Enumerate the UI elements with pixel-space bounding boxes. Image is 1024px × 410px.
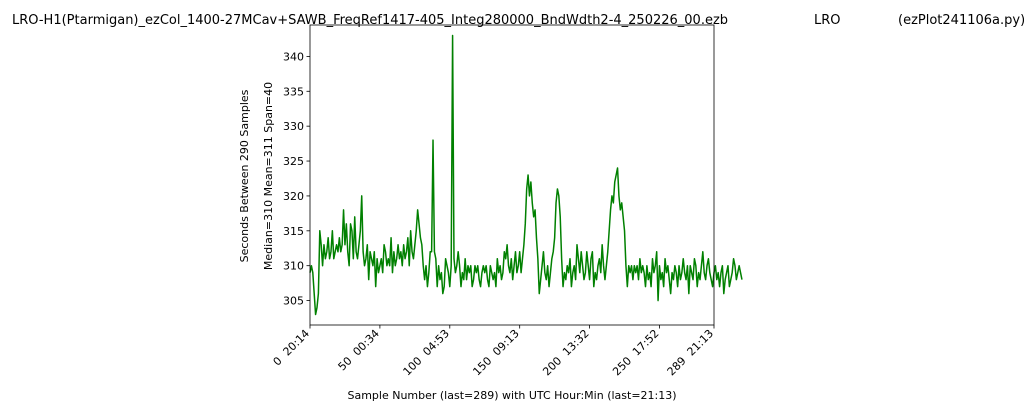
x-tick-label: 250 17:52 bbox=[610, 327, 661, 378]
plot-area: 305 310 315 320 325 330 335 340 0 20:14 50 00:34 1… bbox=[271, 24, 743, 378]
y-tick-label: 340 bbox=[283, 50, 304, 63]
x-tick-label: 289 21:13 bbox=[665, 327, 716, 378]
x-tick-label: 200 13:32 bbox=[540, 327, 591, 378]
x-tick-label: 50 00:34 bbox=[336, 327, 382, 373]
y-tick-label: 305 bbox=[283, 295, 304, 308]
header-site: LRO bbox=[814, 13, 841, 28]
x-tick-label: 100 04:53 bbox=[401, 327, 452, 378]
header-program: (ezPlot241106a.py) bbox=[898, 13, 1024, 28]
series-line bbox=[309, 34, 743, 316]
y-axis-label-line2: Median=310 Mean=311 Span=40 bbox=[262, 82, 275, 270]
y-tick-label: 335 bbox=[283, 85, 304, 98]
y-axis-label-line1: Seconds Between 290 Samples bbox=[238, 89, 251, 262]
y-tick-label: 315 bbox=[283, 225, 304, 238]
y-tick-label: 310 bbox=[283, 260, 304, 273]
header-filename: LRO-H1(Ptarmigan)_ezCol_1400-27MCav+SAWB… bbox=[12, 13, 728, 28]
x-tick-label: 0 20:14 bbox=[271, 327, 313, 369]
y-tick-label: 320 bbox=[283, 190, 304, 203]
y-tick-label: 325 bbox=[283, 155, 304, 168]
x-axis-label: Sample Number (last=289) with UTC Hour:M… bbox=[347, 389, 676, 402]
plot-frame bbox=[309, 24, 715, 326]
y-tick-label: 330 bbox=[283, 120, 304, 133]
x-tick-label: 150 09:13 bbox=[470, 327, 521, 378]
